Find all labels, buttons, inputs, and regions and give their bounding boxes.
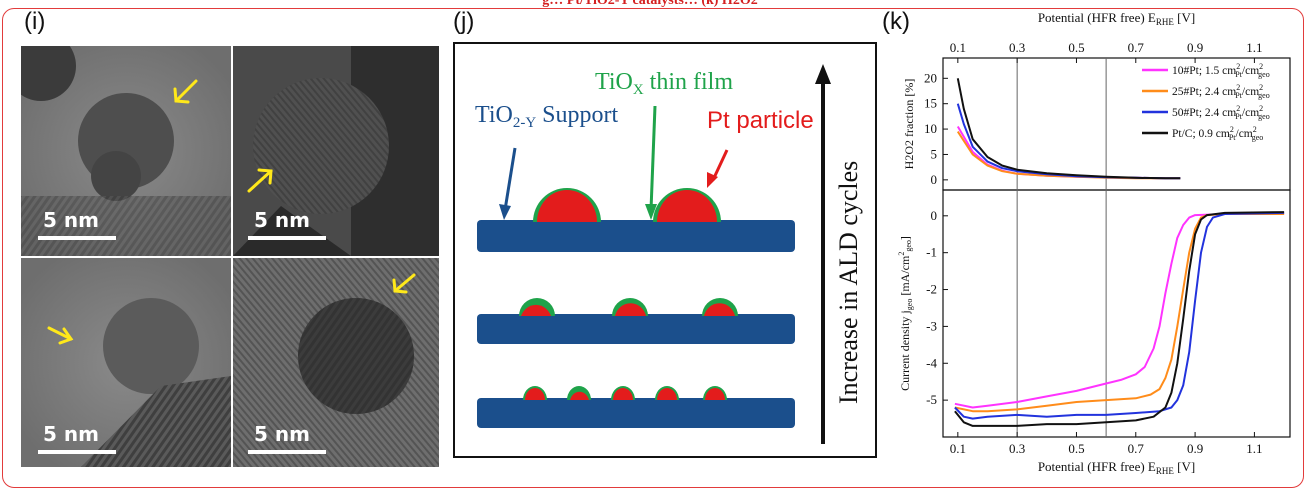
upper-y-axis-title: H2O2 fraction [%] <box>902 79 916 170</box>
lower-ytick-label-4: -4 <box>926 355 937 370</box>
ald-schematic: TiOX thin film TiO2-Y Support Pt particl… <box>453 42 877 458</box>
tem-micrographs <box>6 31 439 467</box>
panel-label-i: (i) <box>24 8 46 35</box>
h2o2-orr-chart: 0.1 0.1 0.3 0.3 0.5 0.5 0.7 0.7 0.9 0.9 1.1 1.1 Pote… <box>880 0 1308 491</box>
top-tick-label-0: 0.1 <box>950 40 966 55</box>
lower-ytick-label-0: 0 <box>931 208 938 223</box>
lower-series-3 <box>954 211 1285 427</box>
upper-ytick-label-1: 5 <box>931 146 938 161</box>
panel-label-k: (k) <box>882 8 910 35</box>
upper-ytick-label-2: 10 <box>924 121 937 136</box>
top-tick-label-4: 0.9 <box>1187 40 1203 55</box>
figure-frame <box>2 8 1304 488</box>
ald-schematic-drawing: TiOX thin film TiO2-Y Support Pt particl… <box>475 64 863 444</box>
yellow-arrow-icons <box>47 79 416 345</box>
bottom-tick-label-0: 0.1 <box>950 441 966 456</box>
pt-particles-row-1 <box>533 188 721 222</box>
support-bar-1 <box>477 220 795 252</box>
bottom-tick-label-2: 0.5 <box>1068 441 1084 456</box>
x-axis-title: Potential (HFR free) ERHE [V] <box>1038 459 1195 476</box>
scale-bar-4 <box>248 450 326 454</box>
support-label: TiO2-Y Support <box>475 102 618 131</box>
support-bar-3 <box>477 398 795 428</box>
support-bar-2 <box>477 314 795 344</box>
pt-particles-row-2 <box>519 298 738 316</box>
scale-bar-1 <box>38 236 116 240</box>
figure-header-strip: g… Pt/TiO2-Y catalysts… (k) H2O2 <box>542 0 758 8</box>
legend-label-1: 25#Pt; 2.4 cm2 Pt/cm2 geo <box>1172 83 1270 100</box>
lower-series-1 <box>954 213 1285 413</box>
legend-label-2: 50#Pt; 2.4 cm2 Pt/cm2 geo <box>1172 104 1270 121</box>
bottom-tick-label-5: 1.1 <box>1246 441 1262 456</box>
ald-cycles-arrow <box>815 64 831 444</box>
cycles-label: Increase in ALD cycles <box>834 161 863 404</box>
lower-series-2 <box>954 211 1285 420</box>
top-tick-label-1: 0.3 <box>1009 40 1025 55</box>
lower-ytick-label-2: -2 <box>926 282 937 297</box>
bottom-tick-label-1: 0.3 <box>1009 441 1025 456</box>
lower-y-axis-title: Current density jgeo [mA/cm2geo] <box>897 236 914 391</box>
lower-ytick-label-5: -5 <box>926 392 937 407</box>
scale-bar-2 <box>248 236 326 240</box>
support-pointer-arrow <box>499 147 517 220</box>
particle-label: Pt particle <box>707 107 814 134</box>
scale-label-2: 5 nm <box>254 208 310 232</box>
lower-ytick-label-1: -1 <box>926 245 937 260</box>
bottom-tick-label-3: 0.7 <box>1128 441 1145 456</box>
upper-ytick-label-0: 0 <box>931 172 938 187</box>
pt-particles-row-3 <box>523 386 727 400</box>
chart-svg: 0.1 0.1 0.3 0.3 0.5 0.5 0.7 0.7 0.9 0.9 1.1 1.1 Pote… <box>897 10 1291 476</box>
legend-label-0: 10#Pt; 1.5 cm2 Pt/cm2 geo <box>1172 62 1270 79</box>
upper-series-3 <box>956 78 1181 180</box>
particle-pointer-arrow <box>707 149 729 188</box>
film-label: TiOX thin film <box>595 69 733 98</box>
scale-label-4: 5 nm <box>254 422 310 446</box>
top-tick-label-5: 1.1 <box>1246 40 1262 55</box>
scale-label-1: 5 nm <box>43 208 99 232</box>
panel-label-j: (j) <box>453 8 475 35</box>
scale-bar-3 <box>38 450 116 454</box>
top-axis-title: Potential (HFR free) ERHE [V] <box>1038 10 1195 27</box>
top-tick-label-3: 0.7 <box>1128 40 1145 55</box>
film-pointer-arrow <box>645 105 657 220</box>
bottom-tick-label-4: 0.9 <box>1187 441 1203 456</box>
tem-image-grid: 5 nm 5 nm 5 nm 5 nm <box>6 31 439 467</box>
legend-label-3: Pt/C; 0.9 cm2 Pt/cm2 geo <box>1172 125 1263 142</box>
scale-label-3: 5 nm <box>43 422 99 446</box>
upper-ytick-label-4: 20 <box>924 70 937 85</box>
top-tick-label-2: 0.5 <box>1068 40 1084 55</box>
lower-ytick-label-3: -3 <box>926 318 937 333</box>
upper-series-1 <box>956 131 1181 180</box>
lower-series-0 <box>954 213 1285 409</box>
lower-plot-frame <box>942 189 1291 438</box>
upper-ytick-label-3: 15 <box>924 96 937 111</box>
upper-series-0 <box>956 125 1181 180</box>
